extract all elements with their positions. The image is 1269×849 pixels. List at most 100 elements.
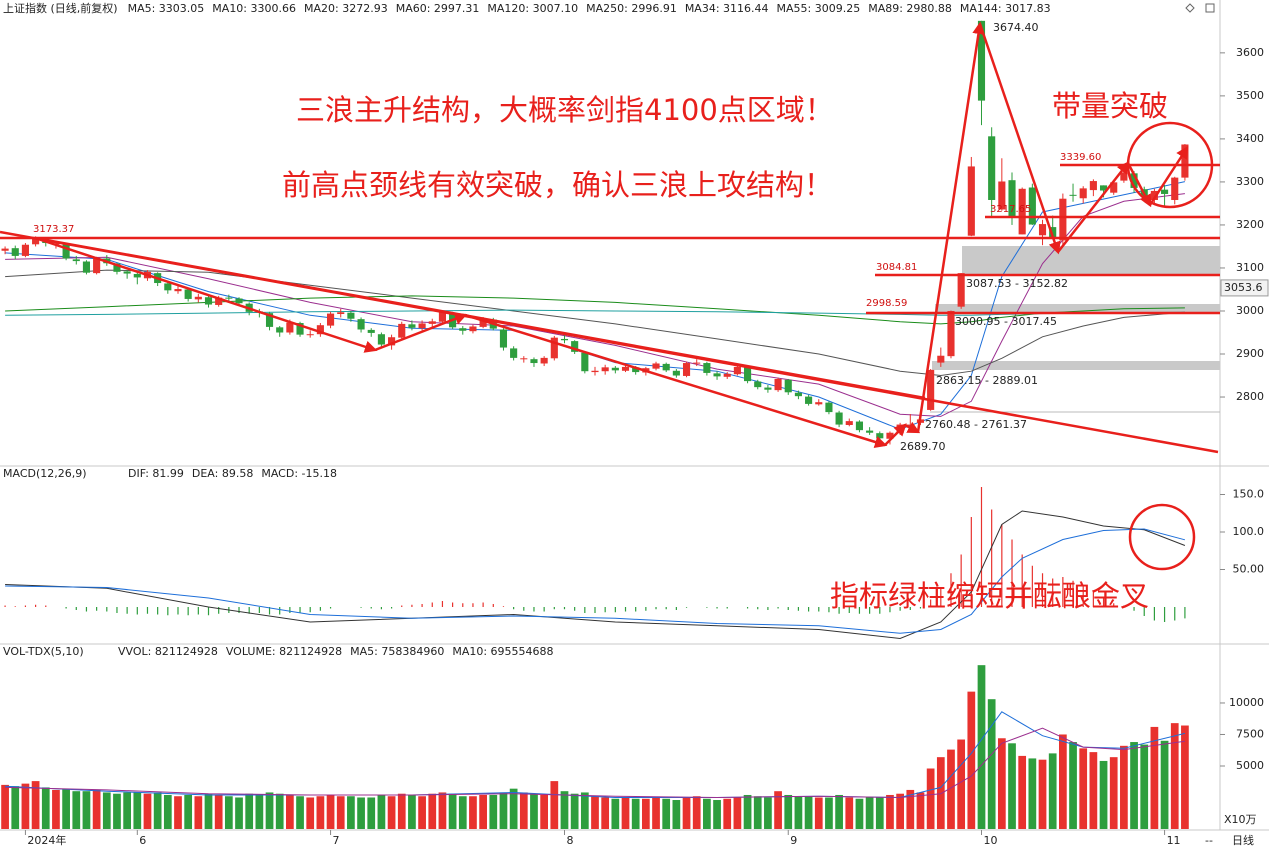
price-label: 2998.59 (866, 298, 907, 309)
volume-bar (397, 793, 406, 829)
candle-body (459, 328, 467, 331)
volume-bar (469, 796, 477, 829)
volume-bar (957, 739, 966, 829)
candle-body (723, 373, 731, 377)
x-tick-label: 11 (1167, 834, 1181, 847)
volume-bar (1028, 758, 1037, 829)
candle-body (571, 341, 579, 352)
candle-body (794, 392, 802, 397)
volume-bar (408, 794, 416, 829)
volume-bar (875, 797, 884, 829)
candle-body (1099, 185, 1108, 191)
candle-body (347, 312, 355, 319)
volume-bar (967, 691, 976, 829)
volume-bar (1099, 760, 1108, 829)
volume-bar (306, 797, 315, 829)
stat-label: MA89: 2980.88 (868, 2, 952, 15)
volume-bar (102, 792, 111, 829)
stat-label: MA5: 758384960 (350, 645, 444, 658)
candle-body (235, 298, 243, 304)
volume-bar (499, 792, 508, 829)
headline: 前高点颈线有效突破，确认三浪上攻结构！ (282, 168, 833, 202)
volume-bar (1140, 744, 1149, 829)
candle-body (886, 432, 894, 439)
volume-bar (631, 798, 640, 829)
y-tick-label: 3100 (1236, 261, 1264, 274)
volume-bar (672, 800, 681, 829)
volume-bar (377, 794, 386, 829)
volume-bar (52, 789, 60, 829)
price-label: 3674.40 (993, 21, 1039, 34)
candle-body (337, 312, 345, 314)
stat-label: DEA: 89.58 (192, 467, 253, 480)
volume-bar (458, 796, 467, 829)
stat-label: MA55: 3009.25 (777, 2, 861, 15)
volume-bar (784, 794, 793, 829)
volume-bar (794, 796, 803, 829)
layout (0, 0, 1269, 831)
candle-body (560, 338, 569, 341)
y-tick-label: 3200 (1236, 218, 1264, 231)
period-label[interactable]: 日线 (1232, 833, 1254, 847)
volume-bar (540, 794, 549, 829)
volume-bar (825, 797, 833, 829)
candle-body (621, 366, 630, 371)
stat-label: MA60: 2997.31 (396, 2, 480, 15)
candle-body (479, 318, 487, 327)
candle-body (194, 296, 202, 300)
candle-body (133, 273, 141, 278)
volume-bar (560, 791, 569, 829)
volume-bar (194, 796, 203, 829)
candle-body (1089, 181, 1097, 191)
candle-body (591, 370, 599, 373)
candle-body (367, 329, 375, 333)
volume-bar (987, 699, 996, 829)
volume-bar (21, 783, 30, 829)
candle-body (672, 370, 680, 376)
candle-body (744, 367, 752, 382)
volume-bar (845, 797, 854, 829)
volume-bar (764, 797, 772, 829)
headline: 带量突破 (1052, 89, 1168, 123)
price-label: 3339.60 (1060, 152, 1101, 163)
volume-bar (509, 788, 518, 829)
y-tick-label: 7500 (1236, 727, 1264, 740)
volume-bar (530, 793, 538, 829)
volume-bar (1038, 759, 1047, 829)
volume-bar (1, 784, 9, 829)
volume-bar (163, 794, 172, 829)
scroll-button[interactable]: -- (1205, 834, 1213, 847)
y-tick-label: 10000 (1229, 696, 1264, 709)
volume-bar (214, 794, 223, 829)
chart-title: 上证指数 (日线,前复权) (3, 1, 118, 15)
candle-body (764, 387, 772, 390)
volume-bar (733, 797, 742, 829)
volume-bar (519, 792, 528, 829)
volume-bar (113, 793, 121, 829)
volume-bar (1120, 745, 1128, 829)
candle-body (947, 310, 955, 357)
volume-bar (570, 793, 579, 829)
candle-body (611, 367, 619, 371)
y-tick-label: 3300 (1236, 175, 1264, 188)
candle-body (357, 319, 365, 330)
candle-body (957, 273, 965, 307)
candle-body (204, 297, 213, 305)
headline: 三浪主升结构，大概率剑指4100点区域！ (296, 93, 834, 127)
candle-body (520, 358, 528, 360)
candle-body (713, 373, 721, 377)
candle-body (540, 357, 548, 364)
volume-bar (31, 781, 40, 829)
volume-bar (621, 797, 630, 829)
candle-body (845, 421, 853, 425)
volume-bar (357, 797, 365, 829)
x-tick-label: 2024年 (27, 833, 66, 847)
y-tick-label: 3000 (1236, 304, 1264, 317)
unit-label: X10万 (1224, 813, 1257, 826)
candle-body (866, 430, 874, 433)
volume-bar (235, 797, 243, 829)
candle-body (1150, 190, 1158, 200)
candle-body (835, 412, 843, 425)
stat-label: MA10: 695554688 (452, 645, 553, 658)
